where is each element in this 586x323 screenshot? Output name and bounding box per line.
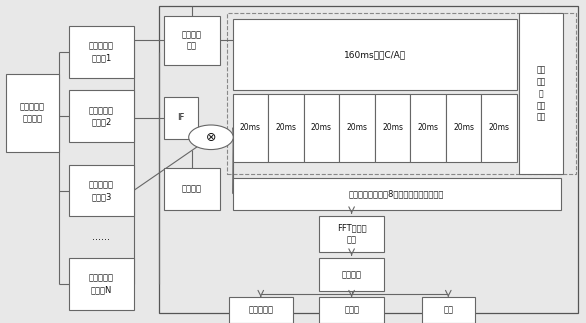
Bar bbox=[164, 16, 220, 65]
Bar bbox=[164, 97, 198, 139]
Text: 20ms: 20ms bbox=[453, 123, 474, 132]
Bar bbox=[446, 94, 481, 162]
Text: 载波频率搜
索通道3: 载波频率搜 索通道3 bbox=[89, 180, 114, 201]
Text: 20ms: 20ms bbox=[275, 123, 297, 132]
Text: 本地载波: 本地载波 bbox=[182, 184, 202, 193]
Text: 20ms: 20ms bbox=[311, 123, 332, 132]
Bar bbox=[233, 178, 561, 210]
Text: 多普勒频率
范围估计: 多普勒频率 范围估计 bbox=[20, 103, 45, 123]
Text: 20ms: 20ms bbox=[418, 123, 438, 132]
Circle shape bbox=[189, 125, 233, 150]
Bar bbox=[375, 94, 410, 162]
Text: IF: IF bbox=[178, 113, 185, 122]
Bar bbox=[519, 13, 563, 174]
Bar bbox=[69, 165, 134, 216]
Text: 载波频率搜
索通道2: 载波频率搜 索通道2 bbox=[89, 106, 114, 127]
Bar bbox=[6, 74, 59, 152]
Text: 码多普勒
估计: 码多普勒 估计 bbox=[182, 30, 202, 51]
Bar bbox=[229, 297, 293, 323]
Text: 20ms: 20ms bbox=[240, 123, 261, 132]
Bar bbox=[233, 19, 517, 90]
Bar bbox=[233, 94, 268, 162]
Text: 匹配
滤波
器
相干
积分: 匹配 滤波 器 相干 积分 bbox=[537, 66, 546, 122]
Text: 峰值检测: 峰值检测 bbox=[342, 270, 362, 279]
Bar bbox=[268, 94, 304, 162]
Text: 160ms本地C/A码: 160ms本地C/A码 bbox=[343, 50, 406, 59]
Text: ⊗: ⊗ bbox=[206, 131, 216, 144]
Text: ......: ...... bbox=[93, 233, 110, 242]
Text: FFT计算功
率谱: FFT计算功 率谱 bbox=[337, 224, 366, 245]
Bar bbox=[422, 297, 475, 323]
Bar bbox=[69, 258, 134, 310]
Text: 20ms: 20ms bbox=[382, 123, 403, 132]
Bar bbox=[69, 90, 134, 142]
Bar bbox=[159, 6, 578, 313]
Bar bbox=[227, 13, 576, 174]
Text: 匹配滤波器输出与8比特导航电文组合相乘: 匹配滤波器输出与8比特导航电文组合相乘 bbox=[349, 189, 444, 198]
Bar bbox=[319, 258, 384, 291]
Bar bbox=[410, 94, 446, 162]
Bar bbox=[319, 297, 384, 323]
Bar bbox=[339, 94, 375, 162]
Text: 多普勒频率: 多普勒频率 bbox=[248, 306, 273, 315]
Bar bbox=[481, 94, 517, 162]
Bar bbox=[69, 26, 134, 78]
Text: 载波频率搜
索通道1: 载波频率搜 索通道1 bbox=[89, 41, 114, 62]
Bar bbox=[164, 168, 220, 210]
Text: 电文: 电文 bbox=[443, 306, 454, 315]
Text: 20ms: 20ms bbox=[346, 123, 367, 132]
Text: 码相位: 码相位 bbox=[344, 306, 359, 315]
Text: 20ms: 20ms bbox=[489, 123, 510, 132]
Text: 载波频率搜
索通道N: 载波频率搜 索通道N bbox=[89, 274, 114, 295]
Bar bbox=[319, 216, 384, 252]
Bar bbox=[304, 94, 339, 162]
